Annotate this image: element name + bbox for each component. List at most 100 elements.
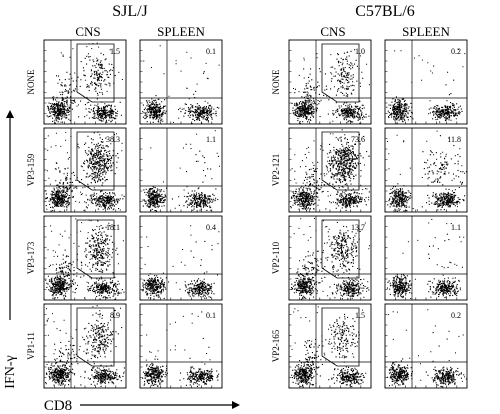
axis-ticks <box>43 215 127 301</box>
dot-cluster <box>327 100 370 124</box>
dot-cluster <box>386 96 413 124</box>
dot-scatter <box>391 49 466 120</box>
axis-ticks <box>139 303 223 389</box>
axis-ticks <box>384 215 468 301</box>
dot-cluster <box>87 276 125 300</box>
spleen-percentage-label: 0.4 <box>206 223 216 232</box>
dot-cluster <box>291 272 318 300</box>
spleen-percentage-label: 0.2 <box>451 47 461 56</box>
spleen-dot-plot-panel: 0.4 <box>139 215 223 301</box>
cns-percentage-label: 73.6 <box>351 135 365 144</box>
right-col-spleen-label: SPLEEN <box>402 24 450 39</box>
dot-cluster <box>428 100 463 123</box>
axis-ticks <box>139 39 223 125</box>
axis-ticks <box>139 127 223 213</box>
cns-dot-plot-panel: 18.1 <box>43 215 127 301</box>
dot-cluster <box>325 129 368 203</box>
axis-ticks <box>288 127 372 213</box>
dot-cluster <box>387 358 413 387</box>
axis-ticks <box>43 303 127 389</box>
dot-cluster <box>47 249 82 299</box>
cns-percentage-label: 18.1 <box>106 223 120 232</box>
cns-percentage-label: 1.0 <box>355 47 365 56</box>
dot-cluster <box>46 96 73 124</box>
row-label-vp2-110: VP2-110 <box>271 241 281 274</box>
dot-cluster <box>80 190 125 210</box>
dot-cluster <box>142 95 167 123</box>
row-label-vp3-173: VP3-173 <box>26 241 36 274</box>
y-axis-label: IFN-γ <box>3 355 18 388</box>
spleen-dot-plot-panel: 0.2 <box>384 303 468 389</box>
gate-polygon <box>76 43 115 103</box>
gate-polygon <box>76 131 115 191</box>
right-strain-title: C57BL/6 <box>355 3 415 20</box>
row-label-vp2-121: VP2-121 <box>271 154 281 187</box>
left-col-spleen-label: SPLEEN <box>157 24 205 39</box>
cns-dot-plot-panel: 38.3 <box>43 127 127 213</box>
spleen-dot-plot-panel: 1.1 <box>139 127 223 213</box>
dot-cluster <box>52 55 86 121</box>
dot-cluster <box>291 360 318 388</box>
axis-ticks <box>288 303 372 389</box>
spleen-dot-plot-panel: 0.2 <box>384 39 468 125</box>
spleen-dot-plot-panel: 1.1 <box>384 215 468 301</box>
dot-cluster <box>45 271 76 299</box>
row-label-none: NONE <box>26 69 36 94</box>
axis-ticks <box>288 215 372 301</box>
dot-cluster <box>178 188 219 212</box>
gate-polygon <box>321 219 360 279</box>
cns-percentage-label: 13.7 <box>351 223 365 232</box>
dot-cluster <box>78 132 119 203</box>
dot-cluster <box>142 358 168 387</box>
dot-cluster <box>290 186 319 212</box>
right-col-cns-label: CNS <box>320 24 345 39</box>
dot-cluster <box>294 68 326 121</box>
gate-polygon <box>321 43 360 103</box>
gate-polygon <box>76 307 115 367</box>
row-label-none: NONE <box>271 69 281 94</box>
dot-cluster <box>297 250 326 294</box>
spleen-percentage-label: 1.1 <box>451 223 461 232</box>
row-label-vp3-159: VP3-159 <box>26 153 36 186</box>
gate-polygon <box>321 131 360 191</box>
dot-cluster <box>329 277 370 300</box>
dot-cluster <box>386 274 413 298</box>
dot-cluster <box>387 183 413 212</box>
dot-cluster <box>178 97 220 124</box>
x-axis-label: CD8 <box>44 398 72 414</box>
cns-dot-plot-panel: 8.9 <box>43 303 127 389</box>
dot-cluster <box>45 158 85 207</box>
dot-cluster <box>179 278 215 299</box>
axis-ticks <box>43 39 127 125</box>
cns-dot-plot-panel: 1.0 <box>288 39 372 125</box>
dot-cluster <box>325 49 364 104</box>
dot-cluster <box>78 219 119 280</box>
axis-ticks <box>384 39 468 125</box>
row-label-vp2-165: VP2-165 <box>271 329 281 362</box>
dot-cluster <box>84 98 122 123</box>
cns-dot-plot-panel: 73.6 <box>288 127 372 213</box>
dot-cluster <box>45 185 74 212</box>
dot-cluster <box>322 221 361 279</box>
spleen-dot-plot-panel: 0.1 <box>139 39 223 125</box>
cns-percentage-label: 1.5 <box>110 47 120 56</box>
spleen-dot-plot-panel: 0.1 <box>139 303 223 389</box>
axis-ticks <box>139 215 223 301</box>
cns-dot-plot-panel: 1.5 <box>43 39 127 125</box>
spleen-percentage-label: 11.8 <box>447 135 461 144</box>
plot-panels: 1.5 0.1 NONE 38.3 1.1 VP3-159 18.1 0.4 VP3-173 8.… <box>26 39 468 389</box>
cns-percentage-label: 1.5 <box>355 311 365 320</box>
dot-cluster <box>179 363 220 387</box>
cns-dot-plot-panel: 1.5 <box>288 303 372 389</box>
dot-cluster <box>426 188 466 211</box>
axis-ticks <box>288 39 372 125</box>
cns-percentage-label: 38.3 <box>106 135 120 144</box>
left-strain-title: SJL/J <box>112 3 148 20</box>
row-label-vp1-11: VP1-11 <box>26 332 36 360</box>
cns-percentage-label: 8.9 <box>110 311 120 320</box>
spleen-dot-plot-panel: 11.8 <box>384 127 468 213</box>
axis-ticks <box>384 127 468 213</box>
dot-cluster <box>80 365 125 387</box>
dot-cluster <box>291 96 321 125</box>
